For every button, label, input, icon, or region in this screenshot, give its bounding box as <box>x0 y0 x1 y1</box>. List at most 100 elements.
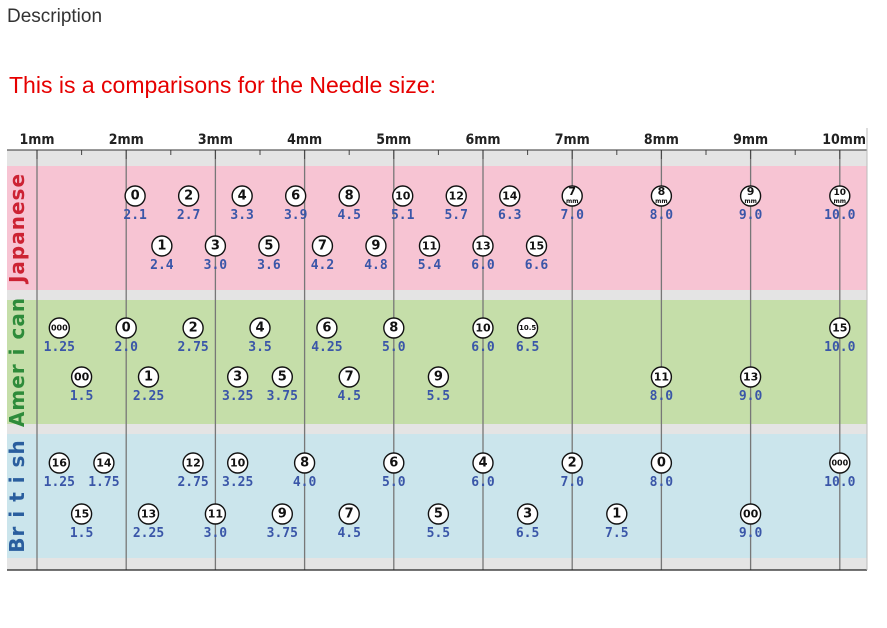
size-badge-number: 5 <box>434 507 443 522</box>
size-badge-number: 12 <box>449 190 464 203</box>
size-badge-number: 8 <box>658 185 666 198</box>
size-badge-number: 1 <box>157 239 166 254</box>
british-needle-5: 55.5 <box>427 503 450 541</box>
mm-value-label: 4.5 <box>337 389 360 404</box>
american-needle-3: 33.25 <box>222 366 253 404</box>
american-needle-8: 85.0 <box>382 317 406 355</box>
british-needle-8: 84.0 <box>293 452 317 490</box>
size-badge-number: 10.5 <box>519 324 536 332</box>
mm-value-label: 6.5 <box>516 526 539 541</box>
american-needle-11: 118.0 <box>650 366 674 404</box>
mm-value-label: 2.75 <box>177 475 208 490</box>
size-badge-unit: mm <box>834 198 847 205</box>
british-needle-3: 36.5 <box>516 503 539 541</box>
british-needle-14: 141.75 <box>88 452 120 490</box>
size-badge <box>383 452 405 474</box>
british-needle-000: 000 10.0 <box>824 452 856 490</box>
mm-value-label: 3.0 <box>204 258 228 273</box>
mm-value-label: 2.25 <box>133 526 164 541</box>
size-badge-number: 7 <box>345 507 354 522</box>
british-needle-15: 151.5 <box>70 503 93 541</box>
british-needle-10: 103.25 <box>222 452 253 490</box>
mm-value-label: 3.9 <box>284 208 307 223</box>
japanese-needle-13: 136.0 <box>471 235 495 273</box>
size-badge-number: 9 <box>434 370 443 385</box>
size-badge <box>226 452 249 474</box>
size-badge-number: 8 <box>345 189 354 204</box>
size-badge <box>115 317 137 339</box>
mm-value-label: 5.0 <box>382 340 406 355</box>
size-badge <box>561 185 583 207</box>
mm-value-label: 8.0 <box>650 208 674 223</box>
mm-value-label: 3.6 <box>257 258 281 273</box>
japanese-needle-9: 94.8 <box>364 235 388 273</box>
american-needle-15: 15 10.0 <box>824 317 856 355</box>
size-badge <box>249 317 271 339</box>
size-badge <box>650 185 673 207</box>
size-badge-number: 7 <box>345 370 354 385</box>
size-badge <box>365 235 387 257</box>
mm-value-label: 4.0 <box>293 475 317 490</box>
size-badge-number: 000 <box>831 459 848 468</box>
size-badge-number: 6 <box>322 321 331 336</box>
mm-value-label: 3.75 <box>267 526 298 541</box>
mm-value-label: 7.0 <box>560 475 584 490</box>
size-badge <box>445 185 467 207</box>
size-badge <box>739 366 762 388</box>
size-badge <box>829 317 851 339</box>
size-badge <box>499 185 521 207</box>
mm-value-label: 2.4 <box>150 258 174 273</box>
description-label: Description <box>7 6 103 27</box>
mm-value-label: 8.0 <box>650 389 674 404</box>
british-band <box>7 434 867 558</box>
size-badge <box>829 185 851 207</box>
size-badge-number: 11 <box>208 508 223 521</box>
japanese-needle-7mm: 7mm 7.0 <box>560 185 584 223</box>
size-badge <box>70 503 93 525</box>
size-badge <box>338 185 360 207</box>
size-badge <box>226 366 249 388</box>
mm-value-label: 3.5 <box>248 340 271 355</box>
ruler-strip <box>7 128 867 150</box>
british-needle-12: 122.75 <box>177 452 209 490</box>
british-needle-6: 65.0 <box>382 452 406 490</box>
size-badge-number: 6 <box>389 456 398 471</box>
mm-value-label: 1.75 <box>88 475 119 490</box>
size-badge <box>137 366 160 388</box>
mm-value-label: 3.75 <box>267 389 298 404</box>
size-badge <box>472 317 494 339</box>
japanese-needle-15: 156.6 <box>525 235 548 273</box>
ruler-label-1mm: 1mm <box>19 132 54 148</box>
british-needle-7: 74.5 <box>337 503 361 541</box>
japanese-needle-8mm: 8mm 8.0 <box>650 185 674 223</box>
mm-value-label: 7.5 <box>605 526 628 541</box>
american-needle-10: 106.0 <box>471 317 495 355</box>
size-badge-number: 0 <box>122 321 131 336</box>
size-badge <box>271 503 293 525</box>
size-badge-number: 3 <box>211 239 220 254</box>
size-badge-number: 00 <box>743 508 759 521</box>
size-badge-number: 9 <box>371 239 380 254</box>
size-badge <box>204 503 227 525</box>
american-needle-0: 02.0 <box>114 317 138 355</box>
size-badge <box>338 366 360 388</box>
japanese-needle-4: 43.3 <box>230 185 254 223</box>
american-needle-2: 22.75 <box>177 317 209 355</box>
mm-value-label: 9.0 <box>739 208 763 223</box>
british-needle-16: 161.25 <box>44 452 75 490</box>
size-badge-number: 13 <box>475 240 490 253</box>
size-badge <box>137 503 160 525</box>
size-badge <box>650 366 673 388</box>
japanese-needle-3: 33.0 <box>204 235 228 273</box>
japanese-needle-0: 02.1 <box>123 185 147 223</box>
size-badge <box>124 185 146 207</box>
size-badge <box>182 452 204 474</box>
size-badge-number: 5 <box>278 370 287 385</box>
american-section-label: Amer i can <box>5 297 29 427</box>
japanese-needle-11: 115.4 <box>418 235 441 273</box>
size-badge-number: 16 <box>52 457 68 470</box>
ruler-label-7mm: 7mm <box>555 132 590 148</box>
size-badge <box>427 366 450 388</box>
size-badge <box>516 317 539 339</box>
